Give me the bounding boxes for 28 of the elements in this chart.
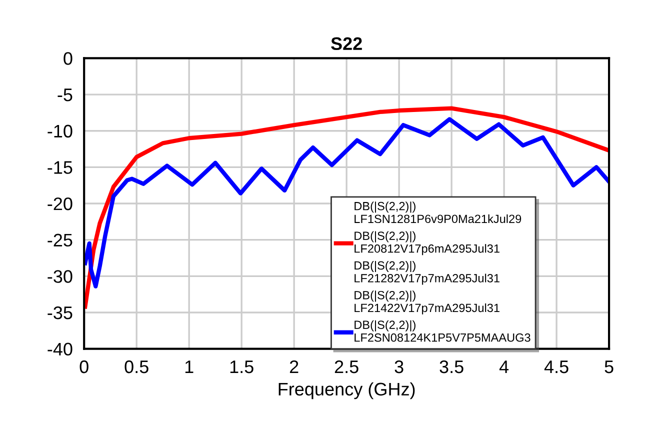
y-tick-label: -25: [48, 234, 72, 247]
y-tick-label: 0: [64, 52, 72, 65]
x-tick-label: 3.5: [440, 360, 464, 374]
x-axis-title: Frequency (GHz): [278, 382, 415, 400]
y-tick-label: -30: [48, 270, 72, 283]
y-tick-label: -20: [48, 197, 72, 210]
x-tick-label: 0: [80, 360, 88, 374]
line-series: [84, 117, 610, 288]
x-tick-label: 3: [394, 360, 404, 374]
x-tick-label: 2: [290, 360, 298, 374]
y-tick-label: -10: [48, 124, 72, 138]
x-tick-label: 2.5: [334, 360, 358, 374]
legend-label: DB(|S(2,2)|) LF2SN08124K1P5V7P5MAAUG3: [354, 320, 530, 342]
chart-title: S22: [331, 37, 362, 50]
y-tick-label: -40: [48, 342, 72, 356]
text: DB(|S(2,2)|) LF1SN1281P6v9P0Ma21kJul29: [354, 202, 522, 224]
x-tick-label: 0.5: [124, 360, 148, 374]
x-tick-label: 4: [499, 360, 509, 374]
legend-label: DB(|S(2,2)|) LF20812V17p6mA295Jul31: [354, 231, 500, 256]
y-tick-label: -35: [48, 306, 72, 320]
x-tick-label: 5: [604, 360, 614, 374]
y-tick-label: -5: [58, 88, 72, 102]
x-tick-label: 1.5: [230, 360, 254, 374]
x-tick-label: 4.5: [544, 360, 568, 374]
x-tick-label: 1: [185, 360, 194, 374]
y-tick-label: -15: [48, 161, 72, 174]
text: DB(|S(2,2)|) LF21422V17p7mA295Jul31: [354, 290, 500, 314]
text: DB(|S(2,2)|) LF21282V17p7mA295Jul31: [354, 260, 500, 285]
